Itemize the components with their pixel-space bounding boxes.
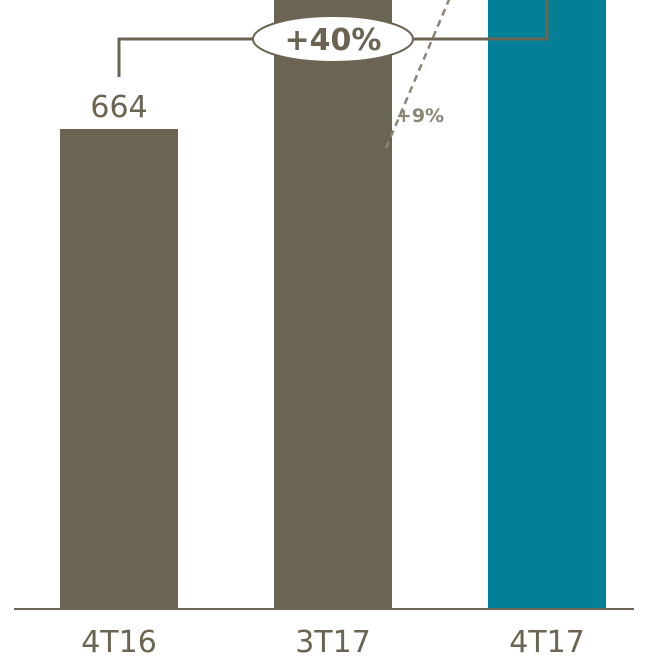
value-label-4T16: 664	[90, 90, 147, 125]
bar-3T17	[274, 0, 392, 609]
total-change-ellipse	[252, 15, 414, 63]
bar-4T16	[60, 128, 178, 610]
total-change-label: +40%	[285, 23, 382, 58]
category-label-4T16: 4T16	[81, 625, 157, 660]
category-label-3T17: 3T17	[295, 625, 371, 660]
last-change-label: +9%	[396, 105, 444, 127]
bar-4T17	[488, 0, 606, 609]
last-change-arrow	[384, 0, 451, 149]
category-label-4T17: 4T17	[509, 625, 585, 660]
